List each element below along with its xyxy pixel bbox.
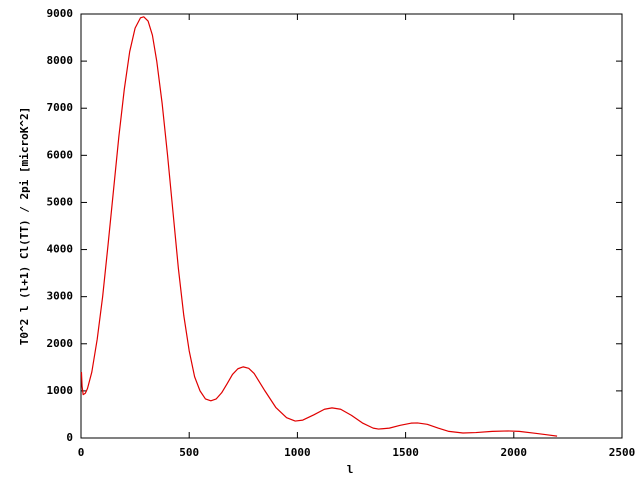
y-tick-label: 3000 <box>47 290 74 303</box>
y-tick-label: 6000 <box>47 148 74 161</box>
y-tick-label: 2000 <box>47 337 74 350</box>
x-axis-label: l <box>347 463 354 476</box>
x-tick-label: 2000 <box>501 446 528 459</box>
y-tick-label: 4000 <box>47 243 74 256</box>
y-tick-label: 1000 <box>47 384 74 397</box>
y-axis-label: T0^2 l (l+1) Cl(TT) / 2pi [microK^2] <box>18 107 31 345</box>
data-line <box>80 16 558 437</box>
x-tick-label: 1000 <box>284 446 311 459</box>
y-tick-label: 8000 <box>47 54 74 67</box>
x-tick-label: 2500 <box>609 446 636 459</box>
x-tick-label: 0 <box>78 446 85 459</box>
y-tick-label: 9000 <box>47 7 74 20</box>
y-tick-label: 0 <box>66 431 73 444</box>
plot-border <box>80 13 623 439</box>
y-tick-label: 5000 <box>47 195 74 208</box>
y-tick-label: 7000 <box>47 101 74 114</box>
x-tick-label: 1500 <box>392 446 419 459</box>
x-tick-label: 500 <box>179 446 199 459</box>
